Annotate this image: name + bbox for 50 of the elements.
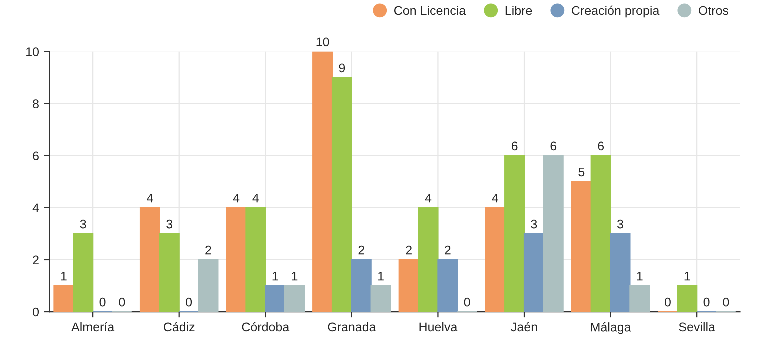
data-label: 1	[684, 272, 690, 281]
legend-label: Libre	[506, 6, 532, 16]
x-tick-label: Cádiz	[164, 322, 195, 332]
data-label: 0	[664, 298, 671, 307]
data-label: 1	[378, 272, 384, 281]
x-tick-label: Sevilla	[679, 322, 716, 332]
data-label: 1	[292, 272, 298, 281]
y-tick-label: 4	[32, 204, 40, 212]
x-tick-label: Huelva	[420, 322, 458, 332]
data-label: 4	[147, 194, 154, 203]
data-label: 2	[445, 246, 451, 255]
legend-label: Creación propia	[572, 6, 660, 18]
data-label: 3	[80, 220, 86, 229]
data-label: 2	[358, 246, 364, 255]
data-label: 6	[550, 142, 557, 151]
data-label: 4	[252, 194, 260, 203]
data-label: 1	[272, 272, 278, 281]
legend-label: Con Licencia	[394, 6, 466, 16]
x-tick-label: Málaga	[591, 322, 632, 334]
y-tick-label: 2	[33, 256, 39, 265]
data-label: 4	[492, 194, 498, 203]
data-label: 3	[531, 220, 538, 229]
y-tick-label: 10	[26, 48, 40, 56]
data-label: 1	[637, 272, 643, 281]
x-tick-label: Córdoba	[242, 322, 290, 332]
data-label: 9	[339, 64, 346, 73]
data-label: 0	[100, 298, 106, 307]
data-label: 4	[425, 194, 432, 203]
data-label: 1	[61, 272, 67, 281]
data-label: 10	[316, 38, 330, 47]
data-label: 4	[233, 194, 240, 203]
data-label: 2	[206, 246, 212, 255]
x-tick-label: Jaén	[511, 322, 538, 332]
y-tick-label: 8	[33, 100, 39, 109]
y-tick-label: 6	[33, 152, 39, 161]
legend-label: Otros	[699, 6, 729, 16]
data-label: 0	[704, 298, 710, 307]
data-label: 3	[166, 220, 173, 229]
x-tick-label: Granada	[328, 322, 376, 332]
data-label: 6	[512, 142, 518, 151]
data-label: 0	[464, 298, 470, 307]
data-label: 0	[723, 298, 730, 307]
data-label: 6	[598, 142, 604, 151]
data-label: 3	[617, 220, 624, 229]
data-label: 5	[578, 168, 585, 177]
data-label: 2	[406, 246, 412, 255]
data-label: 0	[119, 298, 126, 307]
data-label: 0	[186, 298, 192, 307]
x-tick-label: Almería	[72, 322, 115, 332]
y-tick-label: 0	[33, 308, 40, 317]
